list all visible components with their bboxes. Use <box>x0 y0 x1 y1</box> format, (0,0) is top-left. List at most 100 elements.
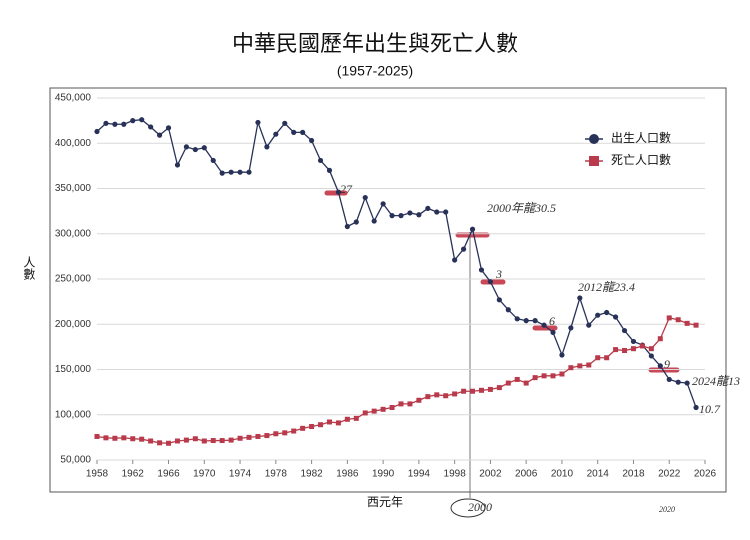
data-point <box>228 169 234 175</box>
data-point <box>550 373 556 379</box>
data-point <box>335 420 341 426</box>
data-point <box>577 363 583 369</box>
data-point <box>192 146 198 153</box>
data-point <box>416 397 422 403</box>
data-point <box>291 129 297 135</box>
data-point <box>648 353 654 359</box>
y-tick-label: 50,000 <box>60 455 91 466</box>
x-tick-label: 2006 <box>515 469 538 480</box>
x-tick-label: 1974 <box>229 469 252 480</box>
data-point <box>139 117 145 123</box>
data-point <box>434 392 440 398</box>
data-point <box>130 118 136 124</box>
data-point <box>237 435 243 441</box>
data-point <box>165 125 172 131</box>
data-point <box>291 428 297 434</box>
data-point <box>300 425 306 431</box>
x-tick-label: 2026 <box>694 469 717 480</box>
y-tick-label: 250,000 <box>55 274 92 285</box>
data-point <box>318 422 324 428</box>
x-tick-label: 2010 <box>551 469 574 480</box>
data-point <box>487 386 493 392</box>
data-point <box>344 416 350 422</box>
data-point <box>103 120 109 126</box>
data-point <box>335 189 342 195</box>
data-point <box>371 408 377 414</box>
data-point <box>371 218 377 224</box>
y-tick-label: 150,000 <box>55 364 92 375</box>
data-point <box>425 205 431 212</box>
data-point <box>693 322 699 328</box>
y-tick-label: 400,000 <box>55 138 92 149</box>
legend-label: 死亡人口數 <box>611 153 671 167</box>
chart-subtitle: (1957-2025) <box>337 63 413 79</box>
data-point <box>362 194 368 201</box>
data-point <box>675 317 681 323</box>
data-point <box>621 327 628 334</box>
data-point <box>353 219 359 225</box>
data-point <box>148 438 154 444</box>
data-point <box>639 343 645 349</box>
data-point <box>326 419 332 425</box>
data-point <box>309 424 315 430</box>
data-point <box>487 279 494 285</box>
data-point <box>246 434 252 440</box>
data-point <box>416 212 422 218</box>
legend-label: 出生人口數 <box>611 131 671 145</box>
legend-marker <box>589 134 599 144</box>
x-tick-label: 1958 <box>86 469 109 480</box>
annotation: 2020 <box>659 505 675 514</box>
data-point <box>443 393 449 399</box>
data-point <box>452 391 458 397</box>
data-point <box>532 318 538 324</box>
x-tick-label: 1998 <box>444 469 467 480</box>
data-point <box>326 167 333 173</box>
x-tick-label: 2018 <box>622 469 645 480</box>
annotation: 2012龍23.4 <box>578 280 635 294</box>
data-point <box>604 355 610 361</box>
x-tick-label: 2002 <box>479 469 502 480</box>
data-point <box>613 347 619 353</box>
annotation: 2024龍13 <box>692 374 740 388</box>
x-axis-label: 西元年 <box>367 495 403 509</box>
x-tick-label: 1990 <box>372 469 395 480</box>
data-point <box>380 406 386 412</box>
data-point <box>514 376 520 382</box>
data-point <box>362 410 368 416</box>
data-point <box>112 121 118 127</box>
data-point <box>174 438 180 444</box>
data-point <box>577 295 583 301</box>
data-point <box>273 431 279 437</box>
annotation: 27 <box>340 182 353 196</box>
annotation: 10.7 <box>699 402 721 416</box>
data-point <box>568 365 574 371</box>
x-tick-label: 2014 <box>587 469 610 480</box>
data-point <box>568 325 574 331</box>
data-point <box>461 388 467 394</box>
circle-mark <box>450 498 486 518</box>
data-point <box>219 438 225 444</box>
data-point <box>389 213 395 219</box>
data-point <box>657 363 663 369</box>
data-point <box>174 162 181 168</box>
data-point <box>94 433 100 439</box>
data-point <box>130 436 136 442</box>
annotation: 2000 <box>468 500 492 514</box>
data-point <box>210 157 216 164</box>
data-point <box>255 433 261 439</box>
data-point <box>452 257 458 263</box>
data-point <box>559 352 565 358</box>
data-point <box>264 433 270 439</box>
data-point <box>622 347 628 353</box>
data-point <box>434 209 440 215</box>
data-point <box>532 375 538 381</box>
data-point <box>586 322 592 328</box>
data-point <box>282 430 288 436</box>
data-point <box>684 320 690 326</box>
data-point <box>219 170 225 176</box>
data-point <box>121 435 127 441</box>
x-tick-label: 1978 <box>265 469 288 480</box>
data-point <box>300 129 306 135</box>
data-point <box>595 312 601 318</box>
data-point <box>595 355 601 361</box>
